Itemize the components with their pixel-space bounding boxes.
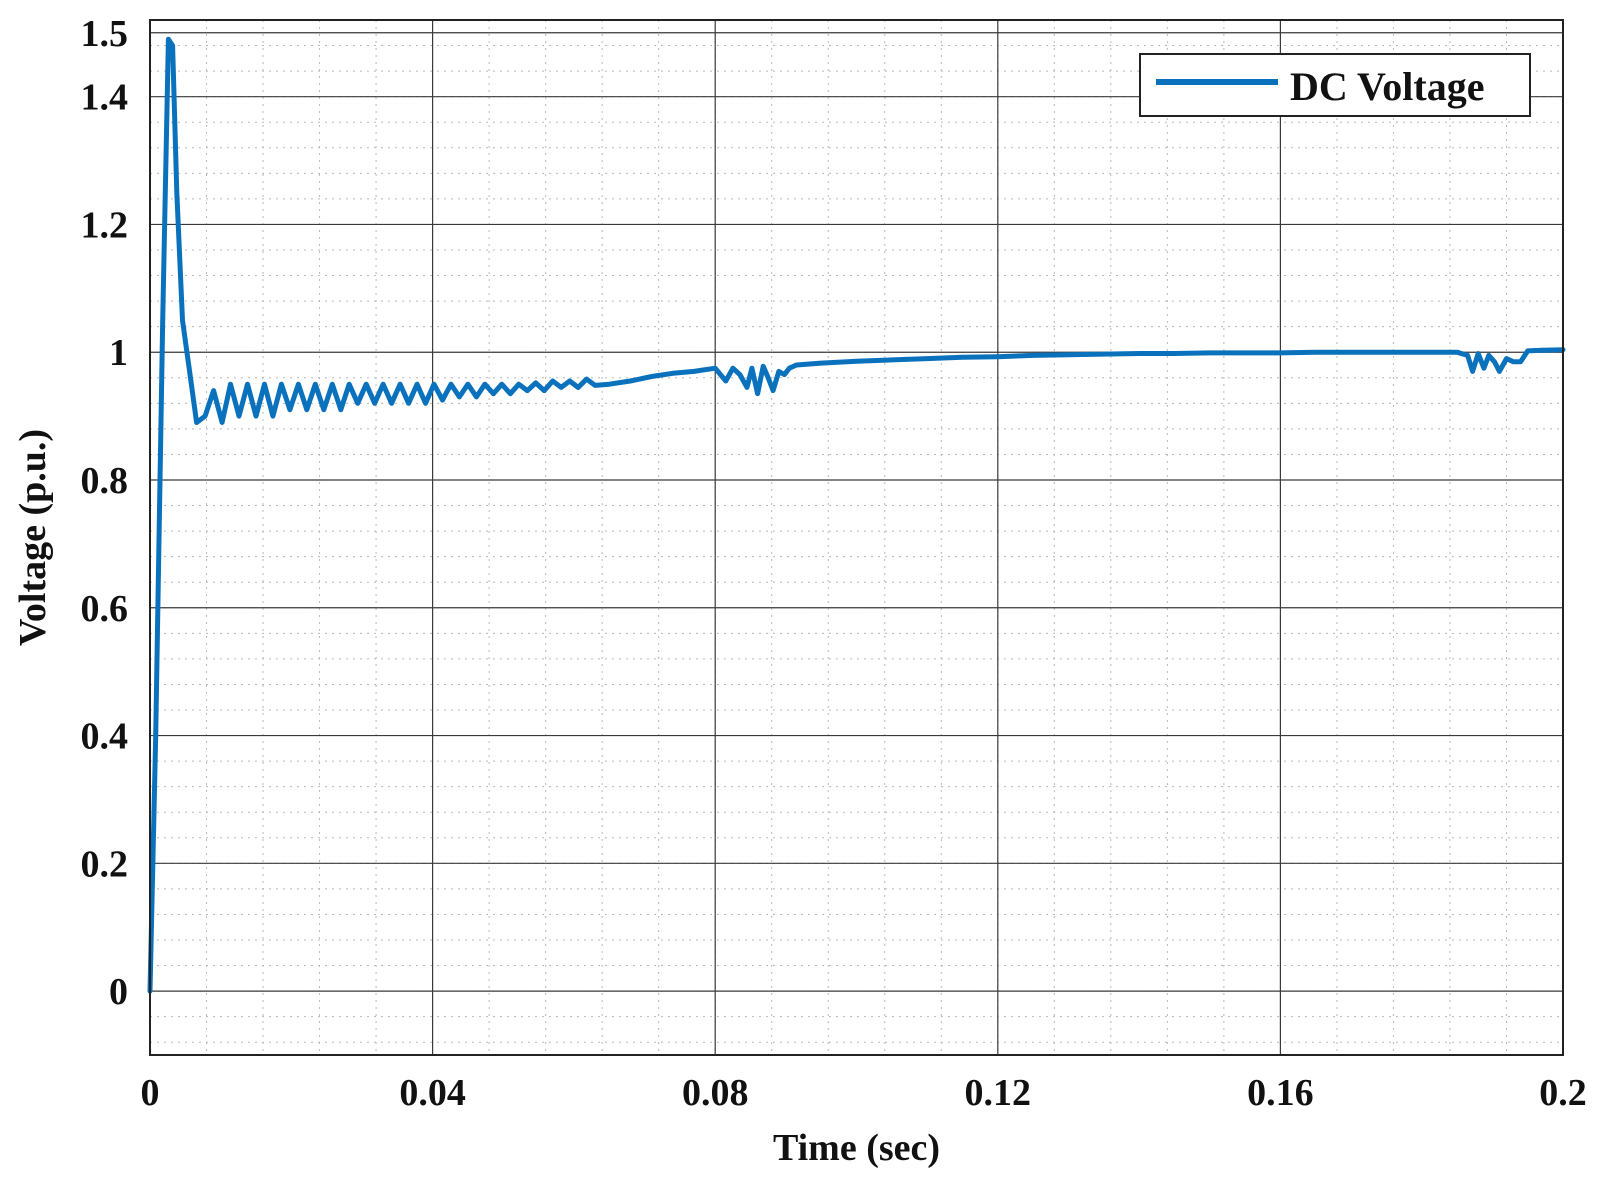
y-axis-title: Voltage (p.u.): [12, 429, 54, 646]
y-tick-label: 1.2: [81, 204, 129, 246]
x-tick-label: 0.2: [1539, 1072, 1587, 1114]
y-tick-label: 0.8: [81, 460, 129, 502]
y-tick-label: 0.4: [81, 716, 129, 758]
x-tick-label: 0.04: [399, 1072, 466, 1114]
x-tick-label: 0.16: [1247, 1072, 1314, 1114]
plot-area-frame: [149, 19, 1564, 1056]
y-tick-label: 0: [109, 971, 128, 1013]
x-axis-ticks: 0 0.04 0.08 0.12 0.16 0.2: [141, 1072, 1587, 1114]
legend-box: [1139, 53, 1531, 117]
y-axis-ticks: 0 0.2 0.4 0.6 0.8 1 1.2 1.4 1.5: [81, 13, 129, 1013]
y-tick-label: 1.4: [81, 77, 129, 119]
y-tick-label: 1.5: [81, 13, 129, 55]
x-tick-label: 0: [141, 1072, 160, 1114]
x-tick-label: 0.08: [682, 1072, 749, 1114]
y-tick-label: 1: [109, 332, 128, 374]
x-tick-label: 0.12: [965, 1072, 1032, 1114]
y-tick-label: 0.2: [81, 843, 129, 885]
x-axis-title: Time (sec): [773, 1127, 940, 1169]
y-tick-label: 0.6: [81, 588, 129, 630]
series-layer: [147, 36, 1566, 994]
legend: DC Voltage: [1139, 53, 1531, 117]
series-line-dc-voltage: [147, 36, 1566, 994]
legend-label-dc-voltage: DC Voltage: [1290, 64, 1484, 109]
